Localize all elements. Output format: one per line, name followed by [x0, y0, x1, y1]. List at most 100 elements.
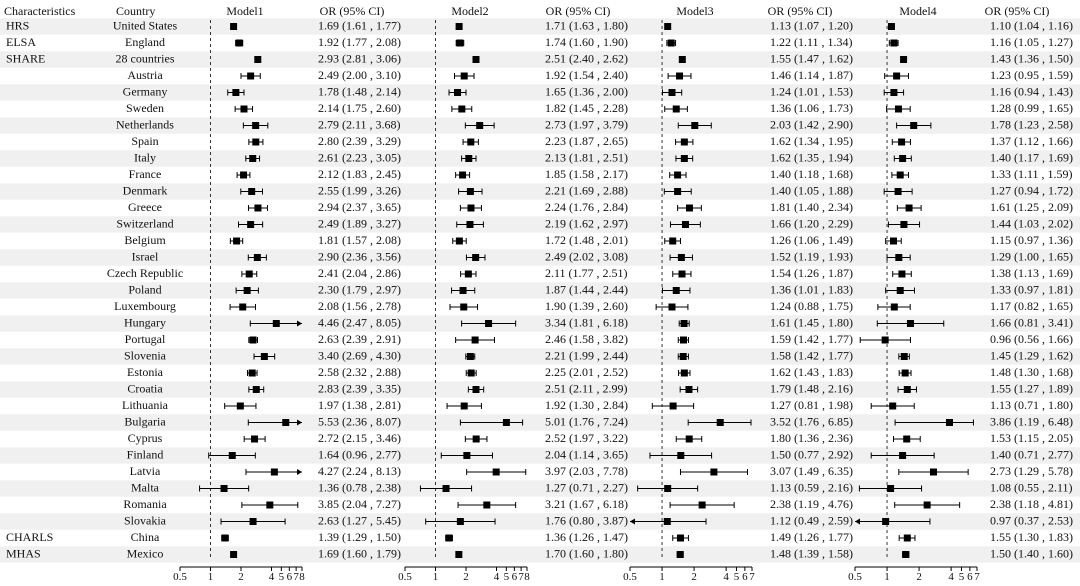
x-tick-label: 1 [659, 571, 665, 583]
or-ci-value: 1.08 (0.55 , 2.11) [990, 480, 1073, 494]
or-marker [894, 105, 902, 113]
or-marker [668, 303, 676, 311]
or-marker [442, 485, 450, 492]
or-marker [676, 534, 684, 542]
country-label: Slovenia [124, 348, 167, 362]
or-marker [901, 369, 909, 377]
or-marker [230, 551, 238, 558]
or-ci-value: 2.51 (2.40 , 2.62) [545, 51, 628, 65]
ci-arrow-right [297, 469, 302, 475]
or-ci-value: 1.48 (1.39 , 1.58) [770, 546, 853, 560]
or-marker [467, 369, 475, 377]
x-tick-label: 0.5 [623, 571, 637, 583]
or-marker [898, 138, 906, 146]
or-marker [882, 518, 890, 525]
or-marker [896, 171, 904, 179]
or-marker [903, 534, 911, 542]
or-ci-value: 1.53 (1.15 , 2.05) [990, 431, 1073, 445]
or-ci-value: 1.78 (1.23 , 2.58) [990, 117, 1073, 131]
or-ci-value: 2.38 (1.19 , 4.76) [770, 497, 853, 511]
or-marker [677, 452, 685, 459]
country-label: Greece [128, 200, 162, 214]
or-marker [472, 386, 480, 393]
or-marker [929, 468, 937, 476]
country-label: Luxembourg [114, 299, 176, 313]
x-tick-label: 4 [948, 571, 954, 583]
or-ci-value: 1.62 (1.34 , 1.95) [770, 134, 853, 148]
or-marker [945, 419, 953, 426]
or-ci-value: 2.90 (2.36 , 3.56) [318, 249, 401, 263]
or-marker [679, 336, 687, 344]
header-or-ci-4: OR (95% CI) [985, 4, 1050, 18]
country-label: Denmark [123, 183, 168, 197]
country-label: Israel [132, 249, 159, 263]
or-ci-value: 1.64 (0.96 , 2.77) [318, 447, 401, 461]
or-marker [460, 402, 468, 410]
or-marker [465, 155, 473, 162]
country-label: Cyprus [128, 431, 163, 445]
or-marker [678, 270, 686, 278]
or-ci-value: 1.43 (1.36 , 1.50) [990, 51, 1073, 65]
or-marker [467, 204, 475, 212]
or-marker [247, 221, 255, 228]
or-marker [476, 122, 484, 129]
or-ci-value: 1.81 (1.40 , 2.34) [770, 200, 853, 214]
country-label: Lithuania [122, 398, 169, 412]
country-label: Italy [134, 150, 156, 164]
or-marker [456, 518, 464, 525]
or-marker [680, 369, 688, 377]
or-ci-value: 2.23 (1.87 , 2.65) [545, 134, 628, 148]
or-ci-value: 5.53 (2.36 , 8.07) [318, 414, 401, 428]
or-ci-value: 1.71 (1.63 , 1.80) [545, 18, 628, 32]
x-tick-label: 5 [279, 571, 285, 583]
or-ci-value: 1.92 (1.30 , 2.84) [545, 398, 628, 412]
country-label: Finland [127, 447, 164, 461]
or-ci-value: 1.13 (0.59 , 2.16) [770, 480, 853, 494]
model-title-4: Model4 [899, 4, 936, 18]
row-band [0, 216, 1080, 233]
or-marker [890, 303, 898, 311]
or-ci-value: 1.36 (1.26 , 1.47) [545, 530, 628, 544]
row-band [0, 51, 1080, 68]
or-marker [710, 468, 718, 476]
or-ci-value: 2.73 (1.29 , 5.78) [990, 464, 1073, 478]
or-marker [676, 72, 684, 80]
or-marker [672, 287, 680, 294]
or-ci-value: 1.74 (1.60 , 1.90) [545, 35, 628, 49]
or-ci-value: 3.97 (2.03 , 7.78) [545, 464, 628, 478]
group-label: CHARLS [6, 530, 53, 544]
or-ci-value: 1.45 (1.29 , 1.62) [990, 348, 1073, 362]
or-marker [672, 105, 680, 113]
or-marker [270, 468, 278, 476]
x-tick-label: 0.5 [848, 571, 862, 583]
or-ci-value: 1.80 (1.36 , 2.36) [770, 431, 853, 445]
or-marker [923, 501, 931, 509]
or-ci-value: 1.40 (1.05 , 1.88) [770, 183, 853, 197]
or-ci-value: 1.92 (1.54 , 2.40) [545, 68, 628, 82]
or-ci-value: 1.29 (1.00 , 1.65) [990, 249, 1073, 263]
or-marker [899, 452, 907, 459]
or-ci-value: 4.46 (2.47 , 8.05) [318, 315, 401, 329]
or-ci-value: 2.55 (1.99 , 3.26) [318, 183, 401, 197]
or-ci-value: 1.38 (1.13 , 1.69) [990, 266, 1073, 280]
or-ci-value: 2.83 (2.39 , 3.35) [318, 381, 401, 395]
or-ci-value: 5.01 (1.76 , 7.24) [545, 414, 628, 428]
x-tick-label: 6 [287, 571, 293, 583]
country-label: Slovakia [124, 513, 167, 527]
or-marker [485, 320, 493, 327]
or-ci-value: 2.51 (2.11 , 2.99) [545, 381, 628, 395]
or-ci-value: 2.49 (1.89 , 3.27) [318, 216, 401, 230]
country-label: Latvia [130, 464, 161, 478]
or-ci-value: 1.59 (1.42 , 1.77) [770, 332, 853, 346]
or-ci-value: 1.72 (1.48 , 2.01) [545, 233, 628, 247]
or-marker [905, 204, 913, 212]
or-marker [455, 551, 463, 558]
or-marker [896, 287, 904, 294]
or-marker [685, 386, 693, 393]
country-label: Croatia [127, 381, 163, 395]
or-marker [249, 518, 257, 525]
or-marker [460, 303, 468, 311]
row-band [0, 513, 1080, 530]
or-ci-value: 1.13 (0.71 , 1.80) [990, 398, 1073, 412]
